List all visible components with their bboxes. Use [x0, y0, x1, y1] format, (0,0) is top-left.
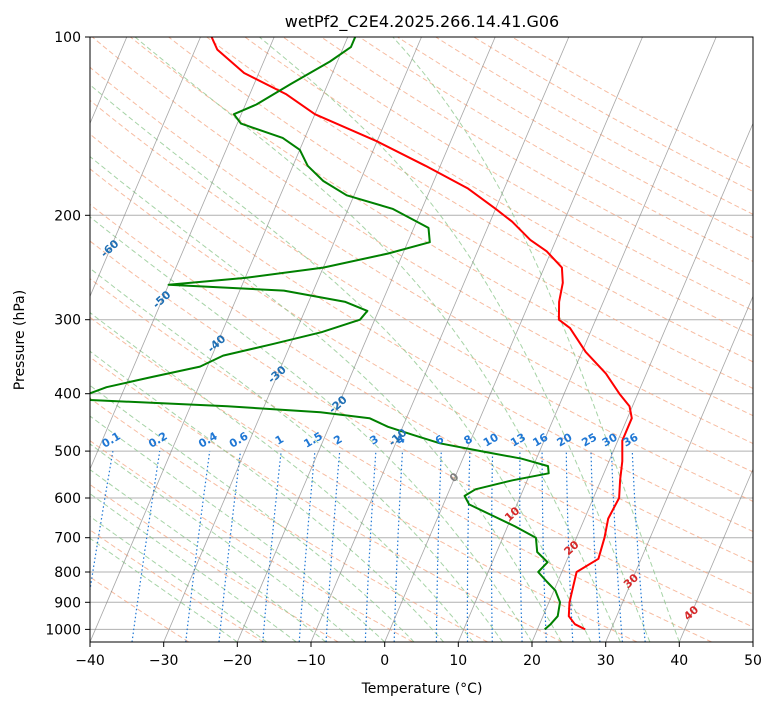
moist-adiabat-line: [90, 469, 327, 642]
y-tick-label: 200: [54, 208, 81, 224]
dry-adiabat-line: [90, 203, 753, 595]
isotherm-line: [678, 468, 753, 642]
dry-adiabat-line: [244, 37, 753, 337]
plot-area: [90, 37, 753, 642]
dry-adiabat-line: [90, 483, 339, 642]
y-axis-label: Pressure (hPa): [12, 290, 28, 390]
x-tick-label: −30: [149, 653, 179, 669]
isotherm-line: [236, 37, 496, 642]
moist-adiabat-line: [90, 537, 238, 642]
isotherm-line: [90, 37, 275, 471]
dry-adiabat-line: [90, 66, 753, 473]
dry-adiabat-line: [90, 99, 753, 502]
mixing-ratio-line: [262, 451, 282, 642]
y-tick-label: 1000: [45, 622, 81, 638]
dry-adiabat-line: [90, 278, 712, 642]
moist-adiabat-line: [392, 37, 680, 642]
moist-adiabat-line: [90, 216, 533, 642]
y-tick-label: 500: [54, 444, 81, 460]
dry-adiabat-line: [206, 37, 753, 363]
dewpoint-line: [90, 37, 561, 631]
moist-adiabat-line: [90, 443, 356, 642]
y-tick-label: 800: [54, 565, 81, 581]
x-tick-label: 50: [744, 653, 762, 669]
y-tick-label: 400: [54, 387, 81, 403]
y-tick-label: 900: [54, 595, 81, 611]
y-tick-label: 300: [54, 313, 81, 329]
dry-adiabat-line: [90, 356, 563, 642]
isotherms: [90, 37, 753, 642]
mixing-ratio-line: [90, 450, 114, 594]
x-tick-label: 0: [380, 653, 389, 669]
moist-adiabat-line: [90, 350, 444, 642]
moist-adiabat-line: [90, 384, 415, 642]
x-tick-label: 10: [449, 653, 467, 669]
isotherm-line: [90, 37, 349, 642]
x-tick-label: −10: [296, 653, 326, 669]
profile-series: [90, 37, 633, 631]
y-tick-label: 600: [54, 491, 81, 507]
y-tick-label: 100: [54, 30, 81, 46]
dry-adiabat-line: [90, 529, 264, 642]
mixing-ratio-line: [631, 451, 646, 642]
mixing-ratio-line: [185, 451, 211, 642]
x-tick-label: 20: [523, 653, 541, 669]
moist-adiabat-line: [90, 311, 474, 642]
x-tick-label: −20: [223, 653, 253, 669]
moist-adiabat-line: [90, 415, 386, 642]
dry-adiabat-line: [90, 168, 753, 563]
isotherm-line: [384, 37, 643, 642]
moist-adiabat-line: [90, 84, 592, 642]
y-tick-label: 700: [54, 531, 81, 547]
mixing-ratio-line: [218, 451, 242, 642]
chart-title: wetPf2_C2E4.2025.266.14.41.G06: [285, 12, 559, 32]
dry-adiabat-line: [90, 240, 753, 628]
isotherm-line: [310, 37, 570, 642]
dry-adiabat-line: [90, 397, 488, 642]
moist-adiabat-line: [134, 37, 621, 642]
dry-adiabat-line: [282, 37, 753, 312]
x-tick-label: −40: [75, 653, 105, 669]
moist-adiabats: [90, 37, 680, 642]
moist-adiabat-line: [90, 155, 562, 642]
temperature-line: [210, 37, 633, 631]
isotherm-line: [531, 122, 753, 642]
isotherm-line: [457, 37, 717, 642]
dry-adiabat-line: [90, 133, 753, 533]
moist-adiabat-line: [90, 515, 268, 642]
isotherm-line: [90, 37, 201, 298]
axes: −40 −30 −20 −10 0 10 20 30 40 50 100 200 300 400 500 60…: [45, 30, 762, 669]
x-tick-label: 30: [597, 653, 615, 669]
pressure-grid: [90, 37, 753, 630]
x-axis-label: Temperature (°C): [361, 681, 483, 697]
plot-frame: [89, 36, 754, 643]
moist-adiabat-line: [90, 267, 503, 642]
x-tick-label: 40: [670, 653, 688, 669]
dry-adiabat-line: [90, 316, 638, 642]
mixing-ratio-line: [298, 451, 316, 642]
isotherm-line: [605, 295, 753, 642]
